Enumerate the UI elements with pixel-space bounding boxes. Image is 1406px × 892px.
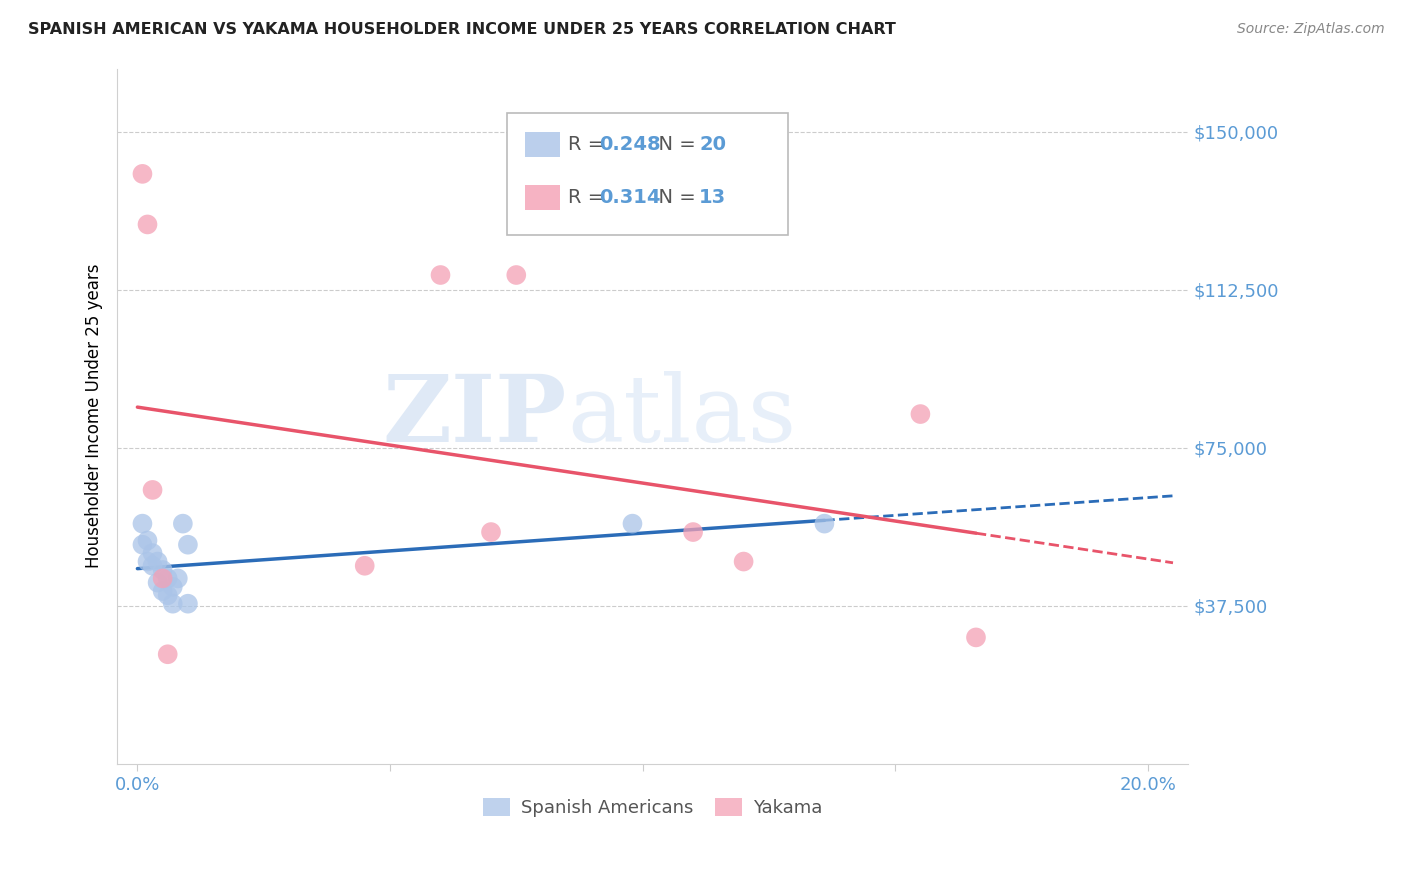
Point [146,555,169,569]
Point [479,524,502,539]
Point [156,588,179,602]
Point [152,584,174,599]
Text: atlas: atlas [567,371,796,461]
Point [733,555,755,569]
Text: Source: ZipAtlas.com: Source: ZipAtlas.com [1237,22,1385,37]
Point [166,571,188,585]
Y-axis label: Householder Income Under 25 years: Householder Income Under 25 years [86,264,103,568]
Point [910,407,932,421]
Text: SPANISH AMERICAN VS YAKAMA HOUSEHOLDER INCOME UNDER 25 YEARS CORRELATION CHART: SPANISH AMERICAN VS YAKAMA HOUSEHOLDER I… [28,22,896,37]
Point [136,218,159,232]
Text: ZIP: ZIP [382,371,567,461]
Point [682,524,704,539]
Point [621,516,644,531]
Point [156,647,179,661]
Point [172,516,194,531]
Legend: Spanish Americans, Yakama: Spanish Americans, Yakama [475,791,830,824]
Point [505,268,527,282]
Point [353,558,375,573]
Point [142,558,165,573]
Point [152,571,174,585]
Text: 20: 20 [699,135,725,154]
Point [131,167,153,181]
Point [156,571,179,585]
Point [131,538,153,552]
Point [177,597,200,611]
Text: N =: N = [645,135,702,154]
Point [142,546,165,560]
Text: 0.314: 0.314 [599,188,661,207]
Point [136,555,159,569]
Point [429,268,451,282]
Point [142,483,165,497]
Point [162,580,184,594]
Point [177,538,200,552]
Point [136,533,159,548]
Point [162,597,184,611]
Text: R =: R = [568,135,610,154]
Point [131,516,153,531]
Text: R =: R = [568,188,610,207]
Point [152,563,174,577]
Point [965,631,987,645]
Text: N =: N = [645,188,702,207]
Point [813,516,835,531]
Point [146,575,169,590]
Text: 0.248: 0.248 [599,135,661,154]
Text: 13: 13 [699,188,727,207]
